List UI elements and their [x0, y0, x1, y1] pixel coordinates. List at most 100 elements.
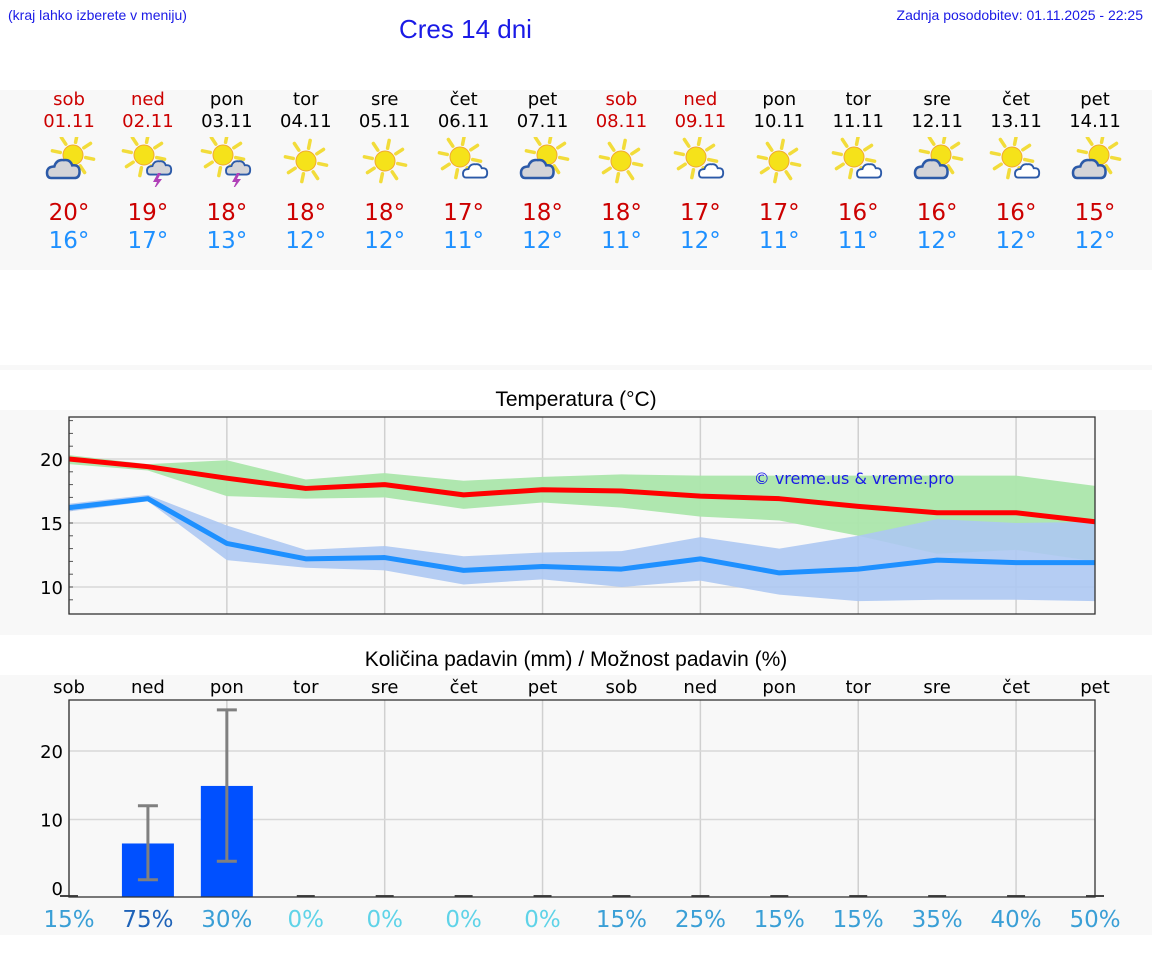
location-menu-hint: (kraj lahko izberete v meniju): [8, 7, 187, 23]
max-temperature: 17°: [679, 200, 721, 226]
sunny-icon: [751, 137, 807, 187]
min-temperature-line: [68, 496, 1095, 576]
mostly-sunny-icon: [672, 134, 728, 187]
svg-text:0: 0: [52, 879, 63, 900]
day-name: pon: [762, 89, 797, 110]
precip-probability: 35%: [912, 907, 963, 933]
day-name: sob: [605, 89, 638, 110]
forecast-day: pon 03.11 18° 13°: [188, 89, 266, 255]
precip-probability: 75%: [122, 907, 173, 933]
copyright-annotation: © vreme.us & vreme.pro: [754, 469, 955, 488]
precip-day-label: sre: [923, 677, 950, 698]
forecast-day: čet 06.11 17° 11°: [425, 89, 503, 255]
day-date: 05.11: [358, 111, 411, 132]
mostly-sunny-icon: [988, 134, 1044, 187]
min-temperature: 12°: [679, 228, 721, 254]
svg-text:20: 20: [40, 742, 63, 763]
day-name: pet: [1080, 89, 1110, 110]
forecast-day: sre 12.11 16° 12°: [898, 89, 976, 255]
day-name: ned: [130, 89, 165, 110]
forecast-day: pet 14.11 15° 12°: [1056, 89, 1134, 255]
min-temperature: 12°: [364, 228, 406, 254]
precip-probability: 15%: [833, 907, 884, 933]
sun-thunderstorm-icon: [120, 132, 176, 191]
min-temperature: 12°: [285, 228, 327, 254]
max-temperature: 16°: [916, 200, 958, 226]
min-temperature: 12°: [1074, 228, 1116, 254]
precip-day-label: sob: [606, 677, 638, 698]
day-name: tor: [293, 89, 319, 110]
partly-cloudy-icon: [909, 132, 965, 187]
precip-probability: 30%: [201, 907, 252, 933]
max-temperature: 16°: [837, 200, 879, 226]
partly-cloudy-icon: [515, 132, 571, 187]
min-temperature: 16°: [48, 228, 90, 254]
min-temperature: 13°: [206, 228, 248, 254]
max-temperature: 18°: [206, 200, 248, 226]
day-date: 10.11: [753, 111, 806, 132]
sunny-icon: [593, 137, 649, 187]
precipitation-chart-title: Količina padavin (mm) / Možnost padavin …: [364, 648, 788, 671]
min-temperature: 12°: [522, 228, 563, 254]
precip-day-label: pet: [528, 677, 558, 698]
precip-day-label: pon: [210, 677, 244, 698]
precip-probability: 0%: [524, 907, 561, 933]
precipitation-chart: sob ned pon tor sre čet pet sob ned pon tor sre čet p…: [40, 677, 1120, 933]
max-temperature: 18°: [285, 200, 327, 226]
forecast-day: sob 01.11 20° 16°: [30, 89, 108, 255]
mostly-sunny-icon: [830, 134, 886, 187]
max-temperature-line: [68, 456, 1096, 525]
day-name: ned: [683, 89, 718, 110]
max-temperature: 18°: [601, 200, 642, 226]
max-temperature: 17°: [443, 200, 484, 226]
forecast-day: ned 02.11 19° 17°: [109, 89, 187, 255]
precip-day-label: ned: [683, 677, 717, 698]
min-temperature: 12°: [916, 228, 958, 254]
precip-day-label: čet: [1002, 677, 1030, 698]
min-temperature: 12°: [995, 228, 1037, 254]
max-temperature: 16°: [995, 200, 1037, 226]
max-temperature: 15°: [1074, 200, 1116, 226]
precip-day-label: sob: [53, 677, 85, 698]
partly-cloudy-icon: [1067, 132, 1123, 187]
forecast-day: tor 11.11 16° 11°: [819, 89, 897, 255]
svg-text:10: 10: [40, 811, 63, 832]
precip-day-label: pet: [1080, 677, 1110, 698]
day-name: sre: [923, 89, 951, 110]
forecast-day: ned 09.11 17° 12°: [661, 89, 739, 255]
min-temperature: 11°: [837, 228, 879, 254]
forecast-day: pon 10.11 17° 11°: [740, 89, 818, 255]
precip-probability: 0%: [445, 907, 482, 933]
partly-cloudy-icon: [41, 132, 97, 187]
precip-probability: 25%: [675, 907, 726, 933]
sunny-icon: [357, 137, 413, 187]
precip-probability: 15%: [754, 907, 805, 933]
svg-text:20: 20: [40, 450, 63, 471]
min-temperature: 11°: [601, 228, 642, 254]
divider: [0, 365, 1152, 370]
precip-probability: 50%: [1069, 907, 1120, 933]
day-date: 12.11: [911, 111, 963, 132]
max-temperature: 18°: [522, 200, 563, 226]
svg-text:10: 10: [40, 578, 63, 599]
precip-probability: 15%: [596, 907, 647, 933]
max-temperature: 19°: [127, 200, 169, 226]
precip-probability: 15%: [43, 907, 94, 933]
day-date: 01.11: [43, 111, 95, 132]
day-date: 06.11: [437, 111, 490, 132]
day-date: 08.11: [595, 111, 648, 132]
min-temperature: 11°: [758, 228, 800, 254]
temperature-chart: 10 15 20 © vreme.us & vreme.pro: [40, 416, 1096, 615]
day-date: 09.11: [674, 111, 727, 132]
precip-day-label: sre: [371, 677, 398, 698]
day-name: pon: [209, 89, 244, 110]
forecast-day: sob 08.11 18° 11°: [582, 89, 660, 255]
precip-day-label: pon: [762, 677, 796, 698]
svg-text:15: 15: [40, 514, 63, 535]
max-temperature: 17°: [758, 200, 800, 226]
min-temperature: 17°: [127, 228, 169, 254]
day-date: 13.11: [990, 111, 1042, 132]
max-temperature-band: [69, 455, 1095, 562]
precip-day-label: tor: [845, 677, 871, 698]
precip-day-label: čet: [450, 677, 478, 698]
